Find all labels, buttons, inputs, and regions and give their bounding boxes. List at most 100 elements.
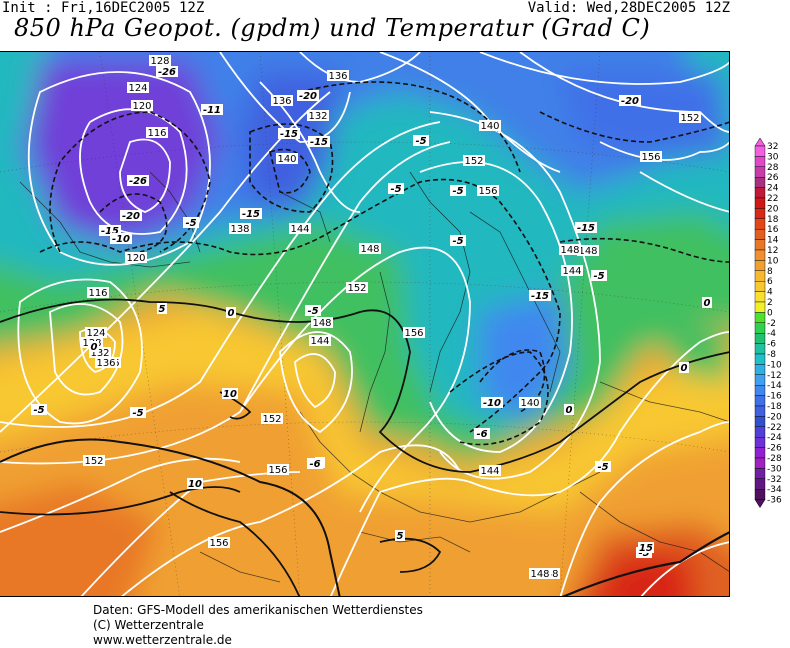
temperature-label-bg — [450, 185, 466, 196]
temperature-label-bg — [201, 104, 223, 115]
temperature-label: 0 — [681, 363, 688, 374]
temperature-contours — [0, 298, 729, 596]
temperature-label: -20 — [299, 91, 317, 102]
temperature-label-bg — [110, 233, 132, 244]
geopotential-label-bg — [208, 537, 230, 548]
colorbar-tick-label: -12 — [767, 371, 782, 381]
credits-data-source: Daten: GFS-Modell des amerikanischen Wet… — [93, 603, 423, 617]
geopotential-label: 152 — [347, 283, 366, 294]
temperature-label: 5 — [159, 304, 166, 315]
temperature-label: -5 — [452, 186, 463, 197]
temperature-label-bg — [308, 136, 330, 147]
temperature-label-bg — [297, 90, 319, 101]
geopotential-label: 148 — [312, 318, 331, 329]
map-title: 850 hPa Geopot. (gpdm) und Temperatur (G… — [14, 14, 651, 42]
temperature-label-bg — [529, 290, 551, 301]
colorbar-tick-label: 14 — [767, 236, 779, 246]
temperature-colorbar: 32302826242220181614121086420-2-4-6-8-10… — [754, 138, 782, 509]
colorbar-tick-label: 12 — [767, 246, 778, 256]
colorbar-cell — [754, 156, 766, 167]
geopotential-label-bg — [131, 100, 153, 111]
geopotential-label: 148 — [360, 244, 379, 255]
colorbar-tick-label: -24 — [767, 433, 782, 443]
colorbar-cell — [754, 405, 766, 417]
colorbar-tick-label: 32 — [767, 142, 778, 152]
colorbar-cell — [754, 322, 766, 334]
colorbar-tick-label: 18 — [767, 215, 779, 225]
temperature-label-bg — [450, 235, 466, 246]
geopotential-label-bg — [327, 70, 349, 81]
temperature-label: 0 — [228, 308, 235, 319]
colorbar-cell — [754, 312, 766, 323]
geopotential-label: 152 — [262, 414, 281, 425]
geopotential-label-bg — [679, 112, 701, 123]
colorbar-cell — [754, 208, 766, 220]
geopotential-label: 128 — [150, 56, 169, 67]
temperature-label-bg — [481, 397, 503, 408]
colorbar-tick-label: -34 — [767, 485, 782, 495]
geopotential-label-bg — [127, 82, 149, 93]
geopotential-label: 140 — [277, 154, 296, 165]
temperature-label-bg — [127, 175, 149, 186]
temperature-label: -6 — [476, 429, 487, 440]
colorbar-tick-label: 16 — [767, 225, 779, 235]
colorbar-tick-label: 24 — [767, 184, 779, 194]
temperature-label: -20 — [621, 96, 639, 107]
colorbar-tick-label: 30 — [767, 152, 779, 162]
temperature-label-bg — [278, 128, 300, 139]
colorbar-cell — [754, 437, 766, 448]
init-time-label: Init : Fri,16DEC2005 12Z — [2, 0, 205, 16]
geopotential-label-bg — [309, 335, 331, 346]
temperature-label: -20 — [122, 211, 140, 222]
colorbar-cell — [754, 166, 766, 178]
geopotential-label-bg — [95, 357, 117, 368]
temperature-label: 15 — [639, 543, 653, 554]
temperature-label-bg — [157, 303, 167, 314]
temperature-label-bg — [575, 222, 597, 233]
colorbar-cell — [754, 416, 766, 427]
temperature-label: -26 — [158, 67, 176, 78]
temperature-label-bg — [564, 404, 574, 415]
geopotential-label-bg — [229, 223, 251, 234]
temperature-label-bg — [388, 183, 404, 194]
temperature-label: 0 — [566, 405, 573, 416]
colorbar-cell — [754, 384, 766, 396]
colorbar-tick-label: -10 — [767, 360, 782, 370]
geopotential-label: 136 — [272, 96, 291, 107]
colorbar-tick-label: -26 — [767, 444, 782, 454]
colorbar-cell — [754, 468, 766, 479]
geopotential-label-bg — [267, 464, 289, 475]
geopotential-label-bg — [529, 568, 551, 579]
temperature-label: -15 — [310, 137, 328, 148]
temperature-label-bg — [638, 542, 654, 553]
geopotential-label: 156 — [478, 186, 497, 197]
temperature-label: -26 — [129, 176, 147, 187]
colorbar-cell — [754, 395, 766, 407]
colorbar-tick-label: -2 — [767, 319, 776, 329]
colorbar-cell — [754, 270, 766, 282]
temperature-label: -6 — [309, 459, 320, 470]
geopotential-label: 156 — [268, 465, 287, 476]
temperature-label-bg — [305, 305, 321, 316]
temperature-label-bg — [31, 404, 47, 415]
temperature-label: -15 — [531, 291, 549, 302]
temperature-label-bg — [595, 461, 611, 472]
geopotential-label-bg — [479, 120, 501, 131]
temperature-label: -5 — [415, 136, 426, 147]
geopotential-label: 120 — [126, 253, 145, 264]
geopotential-label-bg — [559, 244, 581, 255]
temperature-label: 0 — [91, 342, 98, 353]
colorbar-cell — [754, 374, 766, 386]
colorbar-cell — [754, 218, 766, 230]
colorbar-tick-label: 22 — [767, 194, 778, 204]
temperature-label: -15 — [280, 129, 298, 140]
colorbar-tick-label: 4 — [767, 288, 773, 298]
geopotential-label-bg — [463, 155, 485, 166]
geopotential-label: 140 — [480, 121, 499, 132]
temperature-field — [0, 52, 729, 596]
geopotential-label-bg — [149, 55, 171, 66]
colorbar-cell — [754, 249, 766, 261]
geopotential-label-bg — [346, 282, 368, 293]
geopotential-label-bg — [289, 223, 311, 234]
